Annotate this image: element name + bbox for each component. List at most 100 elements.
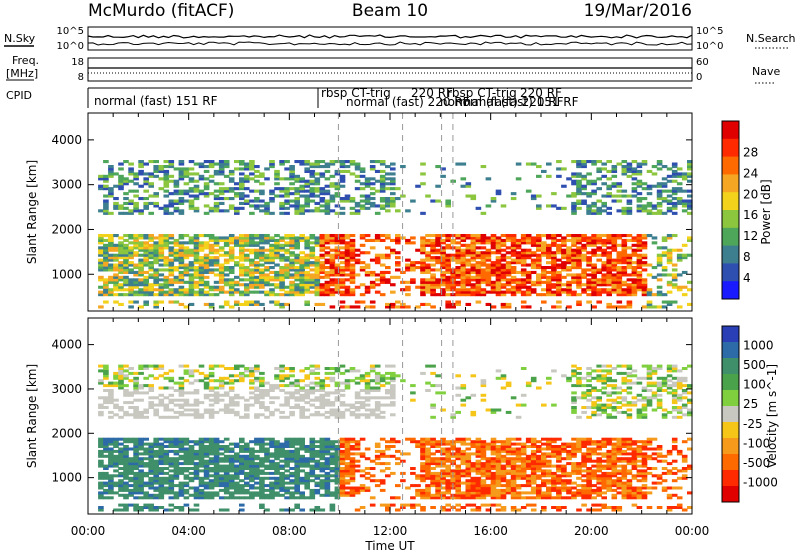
heatmap-cell — [627, 283, 633, 286]
heatmap-cell — [219, 197, 225, 200]
heatmap-cell — [486, 291, 492, 294]
heatmap-cell — [390, 276, 396, 279]
heatmap-cell — [199, 401, 205, 404]
heatmap-cell — [179, 167, 185, 170]
heatmap-cell — [340, 266, 346, 269]
heatmap-cell — [350, 487, 356, 490]
heatmap-cell — [143, 271, 149, 274]
heatmap-cell — [390, 283, 396, 286]
heatmap-cell — [410, 241, 416, 244]
heatmap-cell — [279, 443, 285, 446]
heatmap-cell — [148, 401, 154, 404]
heatmap-cell — [622, 239, 628, 242]
heatmap-cell — [108, 448, 114, 451]
heatmap-cell — [637, 192, 643, 195]
heatmap-cell — [551, 251, 557, 254]
heatmap-cell — [355, 382, 361, 385]
heatmap-cell — [335, 409, 341, 412]
heatmap-cell — [380, 462, 386, 465]
heatmap-cell — [194, 291, 200, 294]
heatmap-cell — [294, 236, 300, 239]
heatmap-cell — [244, 175, 250, 178]
heatmap-cell — [340, 438, 346, 441]
heatmap-cell — [511, 276, 517, 279]
heatmap-cell — [274, 264, 280, 267]
heatmap-cell — [571, 273, 577, 276]
heatmap-cell — [390, 438, 396, 441]
heatmap-cell — [325, 266, 331, 269]
heatmap-cell — [445, 234, 451, 237]
heatmap-cell — [340, 411, 346, 414]
heatmap-cell — [355, 163, 361, 166]
heatmap-cell — [425, 239, 431, 242]
heatmap-cell — [496, 190, 502, 193]
heatmap-cell — [430, 239, 436, 242]
heatmap-cell — [209, 404, 215, 407]
heatmap-cell — [340, 160, 346, 163]
heatmap-cell — [355, 377, 361, 380]
heatmap-cell — [315, 207, 321, 210]
heatmap-cell — [194, 172, 200, 175]
heatmap-cell — [606, 234, 612, 237]
heatmap-cell — [199, 163, 205, 166]
heatmap-cell — [289, 251, 295, 254]
heatmap-cell — [647, 234, 653, 237]
heatmap-cell — [350, 234, 356, 237]
heatmap-cell — [415, 249, 421, 252]
heatmap-cell — [219, 209, 225, 212]
heatmap-cell — [304, 374, 310, 377]
heatmap-cell — [491, 305, 497, 308]
heatmap-cell — [204, 182, 210, 185]
heatmap-cell — [365, 457, 371, 460]
heatmap-cell — [214, 202, 220, 205]
heatmap-cell — [606, 303, 612, 306]
heatmap-cell — [299, 177, 305, 180]
heatmap-cell — [395, 268, 401, 271]
heatmap-cell — [169, 474, 175, 477]
heatmap-cell — [320, 197, 326, 200]
heatmap-cell — [239, 509, 245, 512]
heatmap-cell — [320, 303, 326, 306]
cpid-label-0: normal (fast) 151 RF — [94, 94, 218, 108]
heatmap-cell — [576, 246, 582, 249]
heatmap-cell — [531, 281, 537, 284]
heatmap-cell — [159, 374, 165, 377]
heatmap-cell — [571, 202, 577, 205]
heatmap-cell — [662, 273, 668, 276]
heatmap-cell — [259, 264, 265, 267]
heatmap-cell — [234, 192, 240, 195]
heatmap-cell — [596, 234, 602, 237]
heatmap-cell — [214, 190, 220, 193]
heatmap-cell — [274, 239, 280, 242]
heatmap-cell — [531, 236, 537, 239]
heatmap-cell — [395, 209, 401, 212]
heatmap-cell — [279, 187, 285, 190]
heatmap-cell — [269, 482, 275, 485]
heatmap-cell — [375, 212, 381, 215]
heatmap-cell — [471, 234, 477, 237]
heatmap-cell — [164, 487, 170, 490]
heatmap-cell — [310, 369, 316, 372]
heatmap-cell — [526, 234, 532, 237]
heatmap-cell — [118, 416, 124, 419]
heatmap-cell — [153, 460, 159, 463]
heatmap-cell — [179, 399, 185, 402]
heatmap-cell — [320, 379, 326, 382]
heatmap-cell — [551, 283, 557, 286]
heatmap-cell — [481, 165, 487, 168]
heatmap-cell — [174, 416, 180, 419]
heatmap-cell — [647, 301, 653, 304]
heatmap-cell — [672, 268, 678, 271]
heatmap-cell — [239, 455, 245, 458]
heatmap-cell — [390, 239, 396, 242]
heatmap-cell — [380, 438, 386, 441]
heatmap-cell — [445, 440, 451, 443]
heatmap-cell — [340, 278, 346, 281]
heatmap-cell — [360, 261, 366, 264]
heatmap-cell — [148, 234, 154, 237]
heatmap-cell — [476, 261, 482, 264]
heatmap-cell — [672, 273, 678, 276]
heatmap-cell — [390, 504, 396, 507]
heatmap-cell — [113, 469, 119, 472]
heatmap-cell — [108, 276, 114, 279]
